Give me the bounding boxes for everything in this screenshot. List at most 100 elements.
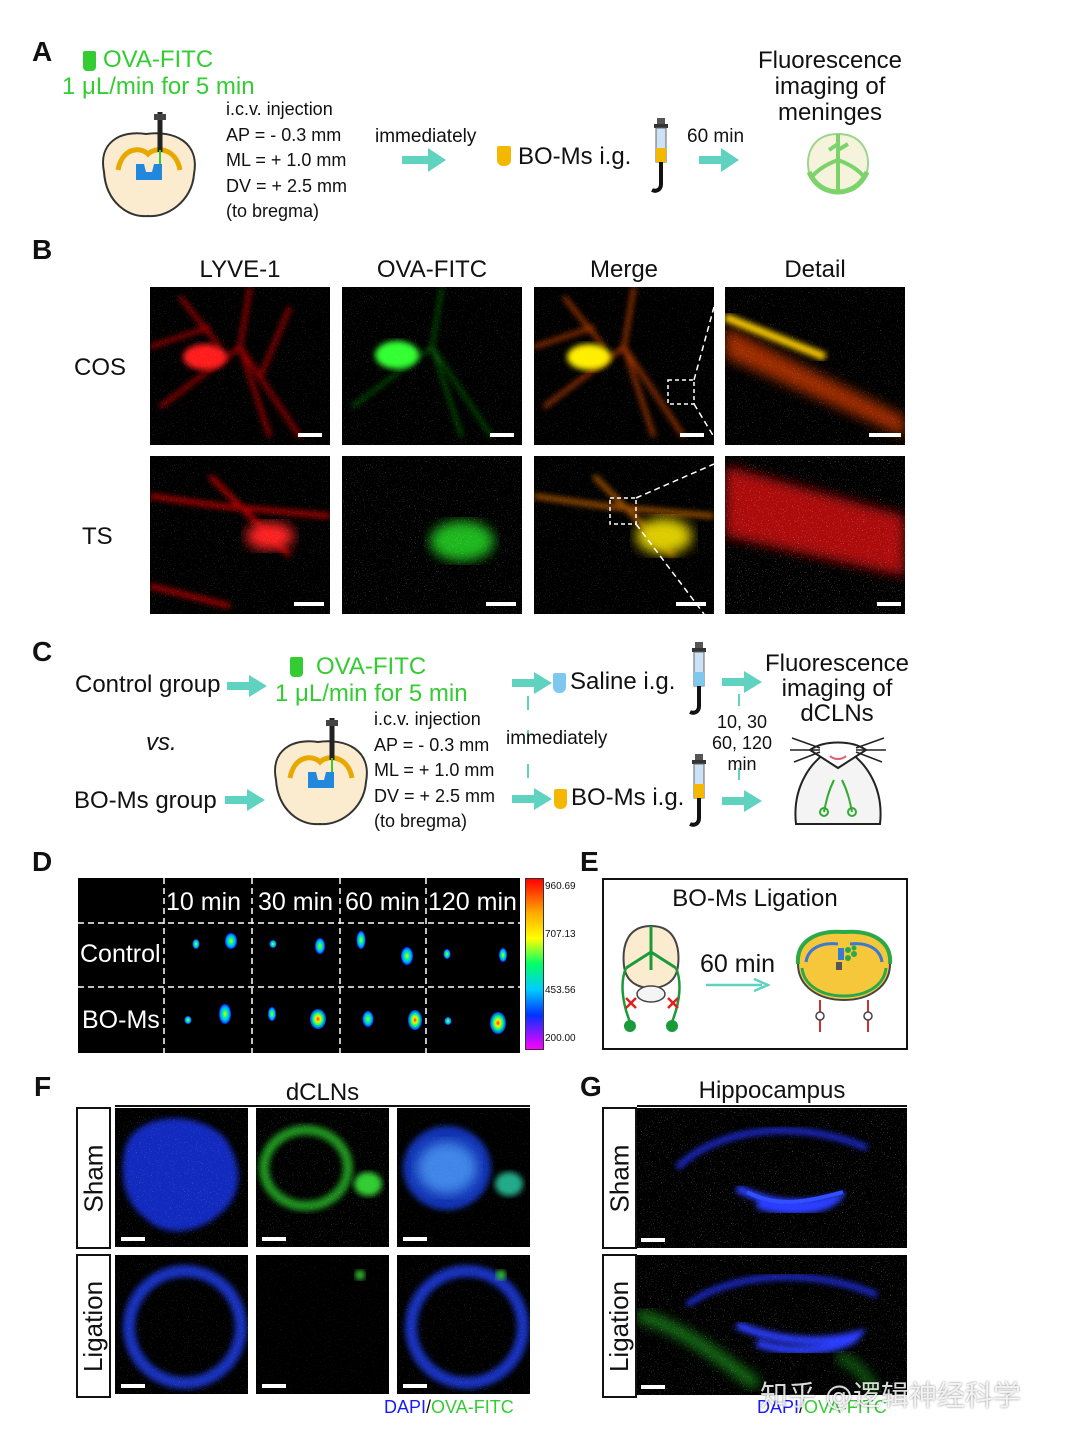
gavage-syringe-icon xyxy=(651,118,668,193)
micrograph-f-sham-ova xyxy=(256,1108,389,1247)
gavage-syringe-icon xyxy=(689,754,706,827)
row-label-ligation: Ligation xyxy=(602,1254,637,1398)
arrow-icon xyxy=(402,148,446,172)
panel-b-letter: B xyxy=(32,234,53,265)
col-header: Merge xyxy=(589,256,659,283)
ova-fitc-label: OVA-FITC xyxy=(103,46,214,73)
legend-ova: OVA-FITC xyxy=(804,1397,887,1417)
boms-vial-icon xyxy=(497,146,511,166)
arrow-icon xyxy=(722,671,762,693)
arrow-icon xyxy=(722,790,762,812)
lymph-node-signal xyxy=(362,1011,374,1027)
panel-a-letter: A xyxy=(32,36,53,67)
row-label-boms: BO-Ms xyxy=(82,1006,160,1034)
color-scale-bar xyxy=(525,878,544,1050)
arrow-icon xyxy=(706,978,770,992)
arrow-icon xyxy=(225,789,265,811)
col-header: LYVE-1 xyxy=(199,256,281,283)
row-label-text: Sham xyxy=(604,1144,635,1212)
lymph-node-signal xyxy=(315,938,325,954)
ivis-image-grid: 10 min 30 min 60 min 120 min Control BO-… xyxy=(78,878,520,1053)
result-c: Fluorescence imaging of dCLNs xyxy=(757,651,917,726)
legend-sep: / xyxy=(799,1397,805,1417)
vial-icon xyxy=(290,657,303,677)
scale-bar xyxy=(294,602,324,606)
immediately-label: immediately xyxy=(506,728,608,749)
brain-section-icon xyxy=(102,112,196,218)
scale-tick: 707.13 xyxy=(545,929,576,940)
boms-ig-label: BO-Ms i.g. xyxy=(571,784,685,811)
time-60-label: 60 min xyxy=(687,126,745,147)
mouse-icon xyxy=(790,737,886,825)
scale-bar xyxy=(262,1384,286,1388)
time-points: 10, 30 60, 120 min xyxy=(704,712,780,775)
micrograph-f-ligation-ova xyxy=(256,1255,389,1394)
row-label-sham: Sham xyxy=(602,1107,637,1249)
legend-ova: OVA-FITC xyxy=(431,1397,514,1417)
param-line: i.c.v. injection xyxy=(374,709,481,729)
result-line: meninges xyxy=(777,99,883,126)
dashed-connector xyxy=(738,694,740,790)
scale-bar xyxy=(877,602,901,606)
injection-rate: 1 μL/min for 5 min xyxy=(62,73,255,100)
saline-ig-label: Saline i.g. xyxy=(570,668,676,695)
legend-g: DAPI/OVA-FITC xyxy=(757,1397,887,1418)
boms-vial-icon xyxy=(554,789,567,809)
legend-dapi: DAPI xyxy=(384,1397,427,1417)
panel-e-letter: E xyxy=(580,846,599,877)
micrograph-cos-merge xyxy=(534,287,714,445)
watermark: 知乎 @逻辑神经科学 xyxy=(760,1379,1021,1412)
meninges-icon xyxy=(806,132,870,195)
time-line: min xyxy=(727,754,757,774)
scale-bar xyxy=(298,433,322,437)
scale-bar xyxy=(680,433,704,437)
injection-rate: 1 μL/min for 5 min xyxy=(275,680,468,707)
col-header: 120 min xyxy=(428,888,517,916)
ova-fitc-label: OVA-FITC xyxy=(316,653,427,680)
lymph-node-signal xyxy=(443,949,451,959)
lymph-node-signal xyxy=(269,940,277,948)
scale-bar xyxy=(262,1237,286,1241)
panel-d-letter: D xyxy=(32,846,53,877)
param-line: (to bregma) xyxy=(226,201,320,221)
row-label-control: Control xyxy=(80,940,161,968)
arrow-icon xyxy=(699,148,739,172)
row-label-cos: COS xyxy=(74,354,127,381)
micrograph-cos-ovafitc xyxy=(342,287,522,445)
boms-group-label: BO-Ms group xyxy=(74,787,217,814)
param-line: ML = + 1.0 mm xyxy=(226,150,347,170)
result-a: Fluorescence imaging of meninges xyxy=(752,48,908,126)
hippocampus-title: Hippocampus xyxy=(698,1077,846,1104)
scale-bar xyxy=(641,1385,665,1389)
scale-bar xyxy=(121,1237,145,1241)
control-group-label: Control group xyxy=(75,671,221,698)
col-header: Detail xyxy=(784,256,846,283)
brain-section-icon xyxy=(274,718,368,826)
saline-vial-icon xyxy=(553,673,566,693)
param-line: AP = - 0.3 mm xyxy=(374,734,490,755)
vial-icon xyxy=(83,51,96,71)
row-label-ts: TS xyxy=(82,523,113,550)
legend-sep: / xyxy=(426,1397,432,1417)
mouse-brain-ligation-icon xyxy=(621,924,681,1032)
micrograph-g-ligation xyxy=(637,1255,907,1395)
ligation-box: BO-Ms Ligation 60 min xyxy=(602,878,908,1050)
lymph-node-signal xyxy=(268,1007,276,1021)
result-line: imaging of xyxy=(781,675,893,702)
micrograph-ts-detail xyxy=(725,456,905,614)
ligation-title: BO-Ms Ligation xyxy=(672,885,838,912)
result-line: Fluorescence xyxy=(757,47,903,74)
row-label-text: Sham xyxy=(78,1144,109,1212)
micrograph-cos-detail xyxy=(725,287,905,445)
vs-label: vs. xyxy=(146,729,177,756)
lymph-node-signal xyxy=(444,1017,452,1025)
scale-bar xyxy=(676,602,706,606)
scale-bar xyxy=(641,1238,665,1242)
lymph-node-signal xyxy=(310,1009,326,1029)
micrograph-cos-lyve1 xyxy=(150,287,330,445)
panel-g-letter: G xyxy=(580,1071,602,1102)
immediately-label: immediately xyxy=(375,126,477,147)
row-label-text: Ligation xyxy=(78,1280,109,1372)
scale-bar xyxy=(121,1384,145,1388)
gavage-syringe-icon xyxy=(689,642,706,715)
